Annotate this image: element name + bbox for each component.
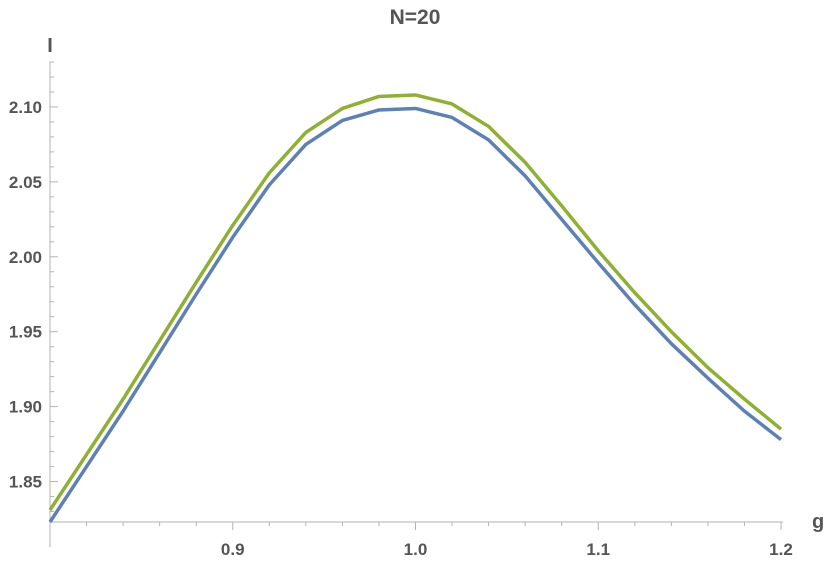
x-tick-label: 0.9 (221, 540, 245, 559)
x-tick-label: 1.0 (404, 540, 428, 559)
series-line-1 (48, 106, 783, 523)
y-tick-label: 2.00 (9, 248, 42, 267)
x-tick-label: 1.1 (586, 540, 610, 559)
y-tick-label: 2.05 (9, 173, 42, 192)
y-tick-label: 2.10 (9, 98, 42, 117)
y-tick-label: 1.95 (9, 323, 42, 342)
x-tick-label: 1.2 (769, 540, 793, 559)
x-axis-ticks: 0.9 1.0 1.1 1.2 (86, 522, 793, 559)
series-line-2 (48, 93, 783, 511)
x-axis-label: g (812, 511, 824, 533)
series-group (48, 93, 783, 523)
y-tick-label: 1.85 (9, 473, 42, 492)
y-axis-ticks: 1.85 1.90 1.95 2.00 2.05 2.10 (9, 61, 58, 513)
y-axis-label: I (47, 35, 53, 57)
y-tick-label: 1.90 (9, 398, 42, 417)
chart-title: N=20 (390, 6, 441, 29)
